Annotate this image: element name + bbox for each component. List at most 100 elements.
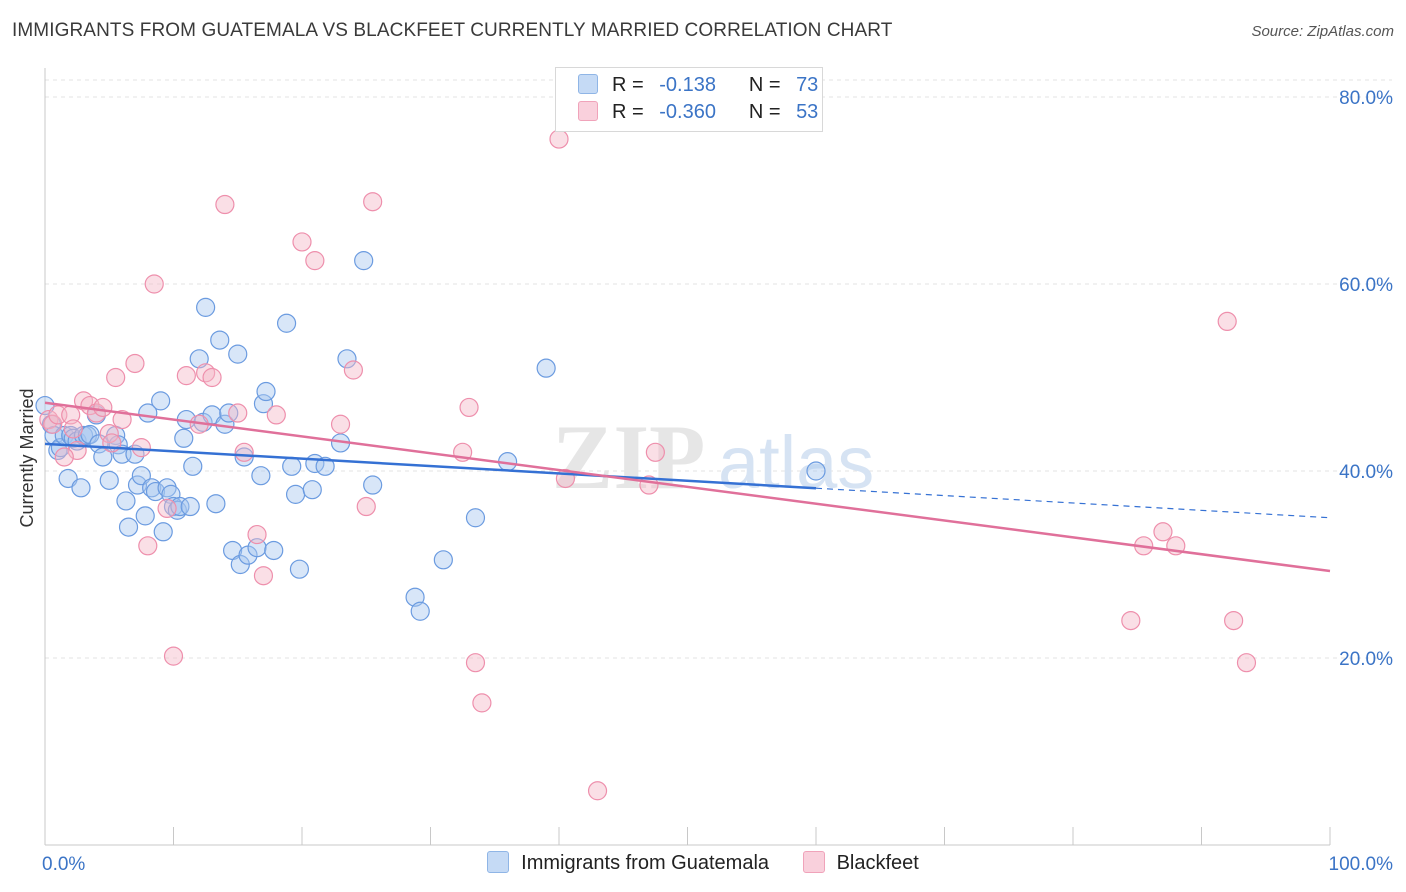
point-blackfeet <box>157 498 177 518</box>
legend-label-blackfeet: Blackfeet <box>836 852 919 874</box>
point-blackfeet <box>253 566 274 586</box>
point-guatemala <box>145 481 166 502</box>
point-blackfeet <box>1217 311 1237 331</box>
point-guatemala <box>180 496 200 517</box>
point-blackfeet <box>266 405 286 425</box>
point-guatemala <box>196 297 216 317</box>
legend-item-blackfeet: Blackfeet <box>802 851 919 875</box>
legend-n-label: N = <box>748 101 781 123</box>
x-tick-label-min: 0.0% <box>42 854 85 875</box>
point-guatemala <box>228 344 248 364</box>
correlation-legend: R = -0.138 N = 73 R = -0.360 N = 53 <box>555 67 823 132</box>
point-guatemala <box>116 491 136 511</box>
point-guatemala <box>118 517 139 537</box>
point-blackfeet <box>363 192 383 212</box>
point-blackfeet <box>1153 522 1173 542</box>
point-guatemala <box>282 456 302 476</box>
point-guatemala <box>142 478 162 498</box>
trend-guatemala-extrapolated <box>815 487 1331 519</box>
point-blackfeet <box>343 360 363 380</box>
legend-r-value: -0.138 <box>659 74 716 96</box>
legend-r-label: R = <box>612 74 644 96</box>
point-blackfeet <box>93 397 113 418</box>
point-guatemala <box>99 470 119 490</box>
legend-n-value: 73 <box>796 74 819 96</box>
trend-blackfeet <box>44 401 1331 573</box>
trend-lines <box>44 401 1331 573</box>
point-guatemala <box>206 494 226 514</box>
point-blackfeet <box>215 194 235 215</box>
point-blackfeet <box>176 366 196 386</box>
point-guatemala <box>264 540 284 561</box>
y-tick-label: 40.0% <box>1339 462 1393 483</box>
point-blackfeet <box>106 367 126 388</box>
point-blackfeet <box>112 409 132 430</box>
point-guatemala <box>302 480 322 500</box>
axes <box>44 68 1331 846</box>
point-guatemala <box>433 550 453 570</box>
point-guatemala <box>276 313 297 333</box>
legend-r-label: R = <box>612 101 644 123</box>
point-guatemala <box>289 559 310 579</box>
point-guatemala <box>251 466 271 486</box>
legend-row-blackfeet: R = -0.360 N = 53 <box>578 101 818 129</box>
trend-guatemala <box>44 442 817 490</box>
tick-labels: 20.0% 40.0% 60.0% 80.0% 0.0% 100.0% <box>42 88 1393 875</box>
series-guatemala <box>35 251 826 621</box>
point-blackfeet <box>202 367 222 388</box>
watermark: ZIP atlas <box>552 406 874 508</box>
point-guatemala <box>253 394 274 414</box>
point-blackfeet <box>305 251 325 271</box>
point-guatemala <box>285 484 306 504</box>
chart-title: IMMIGRANTS FROM GUATEMALA VS BLACKFEET C… <box>12 20 893 41</box>
point-guatemala <box>183 456 203 476</box>
point-blackfeet <box>1236 653 1257 673</box>
point-blackfeet <box>330 414 351 434</box>
point-blackfeet <box>1224 610 1244 631</box>
legend-swatch-guatemala <box>487 851 510 873</box>
point-guatemala <box>151 391 171 411</box>
source-label: Source: ZipAtlas.com <box>1251 23 1394 40</box>
legend-label-guatemala: Immigrants from Guatemala <box>521 852 770 874</box>
point-blackfeet <box>54 447 74 467</box>
point-blackfeet <box>292 232 312 252</box>
point-guatemala <box>127 475 148 495</box>
point-blackfeet <box>234 442 254 462</box>
point-blackfeet <box>131 438 151 458</box>
point-guatemala <box>174 428 194 448</box>
point-blackfeet <box>163 646 184 666</box>
point-blackfeet <box>356 496 376 517</box>
point-blackfeet <box>549 129 569 149</box>
legend-n-value: 53 <box>796 101 819 123</box>
legend-swatch-blackfeet <box>802 851 825 873</box>
series-legend: Immigrants from Guatemala Blackfeet <box>0 851 1406 875</box>
point-blackfeet <box>63 419 83 439</box>
point-guatemala <box>189 349 209 369</box>
legend-swatch-blackfeet <box>578 101 598 121</box>
point-guatemala <box>410 601 430 621</box>
point-guatemala <box>71 478 91 498</box>
point-blackfeet <box>43 414 63 434</box>
y-tick-label: 20.0% <box>1339 649 1393 670</box>
legend-swatch-guatemala <box>578 74 598 94</box>
y-tick-label: 60.0% <box>1339 275 1393 296</box>
y-axis-label: Currently Married <box>17 388 37 527</box>
point-blackfeet <box>587 781 608 801</box>
point-guatemala <box>315 456 335 476</box>
point-guatemala <box>536 358 556 378</box>
point-blackfeet <box>125 353 145 374</box>
point-blackfeet <box>144 274 164 294</box>
point-guatemala <box>363 475 383 495</box>
point-blackfeet <box>228 403 248 423</box>
legend-n-label: N = <box>748 74 781 96</box>
watermark-atlas: atlas <box>718 421 874 504</box>
legend-item-guatemala: Immigrants from Guatemala <box>487 851 769 875</box>
watermark-zip: ZIP <box>552 406 705 508</box>
point-guatemala <box>354 251 374 271</box>
point-guatemala <box>806 461 826 481</box>
point-guatemala <box>58 468 78 489</box>
point-blackfeet <box>459 397 479 418</box>
point-blackfeet <box>247 524 267 545</box>
x-tick-label-max: 100.0% <box>1329 854 1394 875</box>
